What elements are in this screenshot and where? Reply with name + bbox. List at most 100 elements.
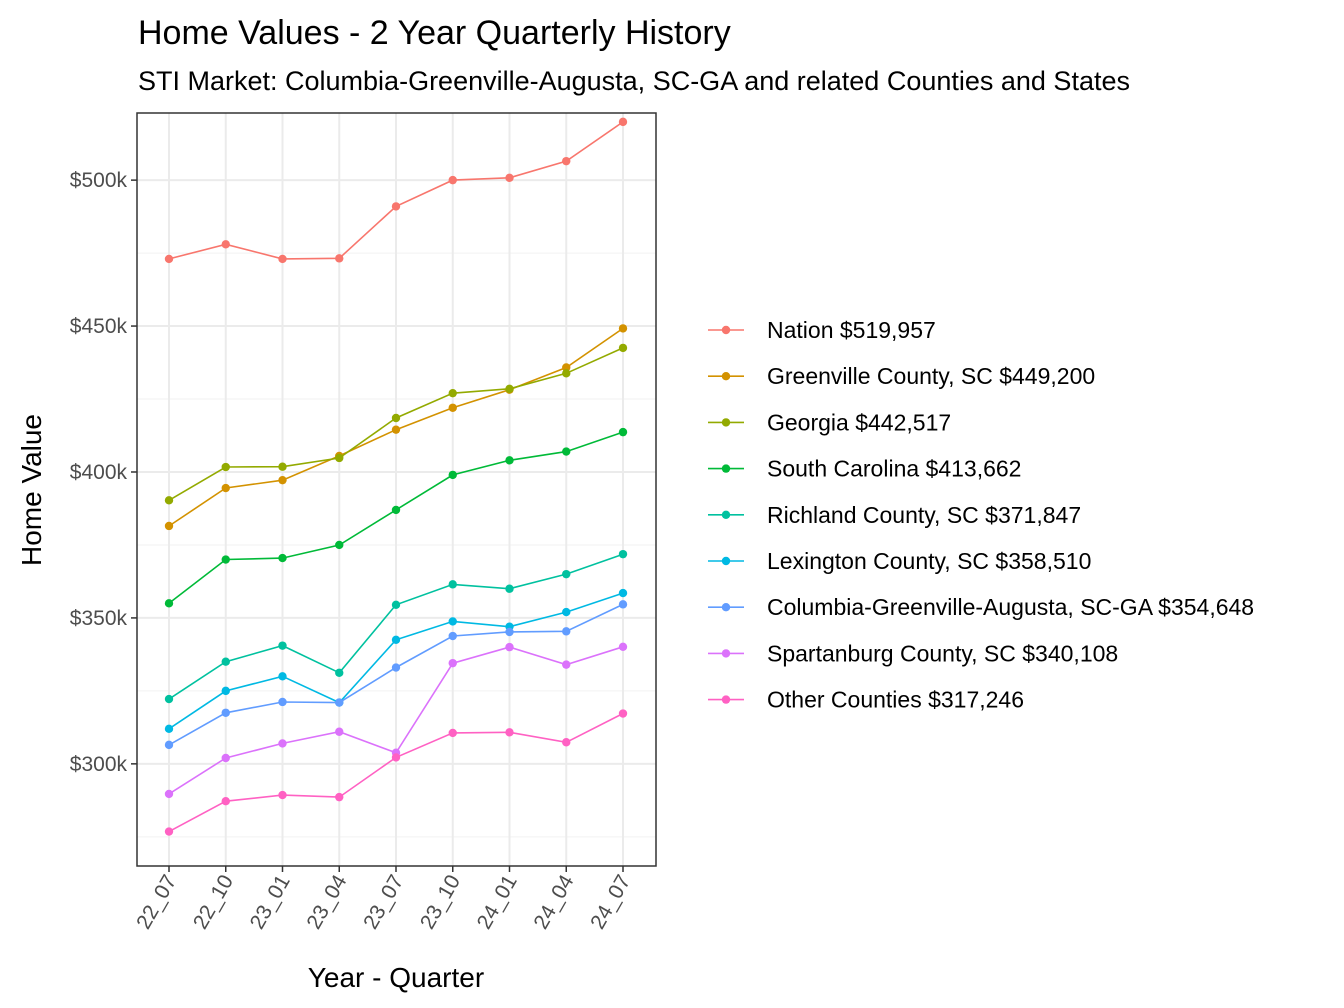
- data-point: [335, 540, 344, 550]
- data-point: [391, 635, 401, 645]
- data-point: [562, 607, 571, 617]
- series-columbia-greenville-augusta-sc-ga: [164, 600, 628, 750]
- legend-key-point: [721, 464, 731, 473]
- series-richland-county-sc: [164, 549, 628, 704]
- data-point: [505, 627, 514, 637]
- y-tick-label: $400k: [70, 461, 128, 484]
- x-tick-label: 23_01: [246, 871, 295, 933]
- data-point: [618, 588, 628, 598]
- series-layer: [164, 117, 628, 836]
- data-point: [618, 343, 628, 353]
- data-point: [164, 599, 174, 608]
- data-point: [335, 254, 344, 263]
- legend-label: Georgia $442,517: [767, 409, 951, 435]
- legend-item: Columbia-Greenville-Augusta, SC-GA $354,…: [708, 594, 1254, 620]
- y-tick-label: $500k: [70, 169, 128, 192]
- legend-label: South Carolina $413,662: [767, 456, 1021, 482]
- data-point: [335, 792, 344, 802]
- data-point: [164, 789, 174, 799]
- x-tick-label: 23_10: [416, 871, 465, 933]
- series-other-counties: [164, 709, 628, 836]
- legend-key-point: [721, 556, 731, 566]
- data-point: [221, 708, 230, 717]
- data-point: [505, 456, 514, 465]
- data-point: [335, 727, 344, 736]
- data-point: [448, 470, 457, 480]
- data-point: [278, 462, 287, 471]
- legend: Nation $519,957 Greenville County, SC $44…: [708, 317, 1254, 713]
- legend-item: South Carolina $413,662: [708, 456, 1021, 482]
- data-point: [618, 600, 628, 609]
- series-south-carolina: [164, 427, 628, 608]
- data-point: [278, 254, 287, 264]
- data-point: [391, 413, 401, 423]
- legend-item: Spartanburg County, SC $340,108: [708, 640, 1118, 666]
- data-point: [618, 642, 628, 651]
- x-tick-label: 22_07: [132, 871, 181, 933]
- series-spartanburg-county-sc: [164, 642, 628, 799]
- data-point: [391, 425, 401, 434]
- legend-item: Greenville County, SC $449,200: [708, 363, 1095, 389]
- data-point: [391, 202, 401, 211]
- data-point: [221, 797, 230, 806]
- chart-subtitle: STI Market: Columbia-Greenville-Augusta,…: [138, 66, 1130, 96]
- data-point: [278, 641, 287, 650]
- x-tick-label: 23_07: [359, 871, 408, 933]
- data-point: [448, 388, 457, 398]
- legend-item: Nation $519,957: [708, 317, 936, 343]
- data-point: [278, 790, 287, 800]
- data-point: [335, 698, 344, 707]
- data-point: [221, 555, 230, 564]
- data-point: [448, 617, 457, 626]
- data-point: [278, 553, 287, 563]
- data-point: [448, 631, 457, 641]
- data-point: [278, 672, 287, 681]
- y-tick-label: $450k: [70, 315, 128, 338]
- data-point: [562, 447, 571, 456]
- series-nation: [164, 117, 628, 264]
- data-point: [618, 324, 628, 333]
- x-axis: 22_07 22_10 23_01 23_04 23_07 23_10 24_01 24_04…: [132, 866, 635, 933]
- data-point: [278, 739, 287, 748]
- data-point: [448, 580, 457, 589]
- data-point: [221, 686, 230, 696]
- legend-key-point: [721, 649, 731, 658]
- data-point: [164, 724, 174, 734]
- data-point: [618, 549, 628, 559]
- y-tick-label: $300k: [70, 753, 128, 776]
- data-point: [278, 475, 287, 485]
- legend-item: Other Counties $317,246: [708, 687, 1024, 713]
- data-point: [335, 668, 344, 677]
- data-point: [278, 697, 287, 707]
- data-point: [221, 240, 230, 249]
- data-point: [505, 642, 514, 652]
- data-point: [562, 363, 571, 372]
- legend-item: Lexington County, SC $358,510: [708, 548, 1091, 574]
- major-gridlines: [137, 113, 656, 866]
- chart-title: Home Values - 2 Year Quarterly History: [138, 14, 731, 52]
- data-point: [448, 658, 457, 668]
- data-point: [221, 753, 230, 763]
- data-point: [448, 403, 457, 412]
- data-point: [221, 462, 230, 472]
- data-point: [164, 496, 174, 505]
- legend-label: Lexington County, SC $358,510: [767, 548, 1091, 574]
- data-point: [164, 521, 174, 531]
- data-point: [164, 254, 174, 264]
- legend-key-point: [721, 325, 731, 335]
- data-point: [164, 740, 174, 750]
- series-georgia: [164, 343, 628, 505]
- data-point: [618, 427, 628, 437]
- data-point: [448, 175, 457, 185]
- y-tick-label: $350k: [70, 607, 128, 630]
- legend-item: Georgia $442,517: [708, 409, 951, 435]
- x-tick-label: 24_01: [473, 871, 522, 933]
- data-point: [448, 728, 457, 738]
- legend-label: Nation $519,957: [767, 317, 936, 343]
- data-point: [221, 657, 230, 666]
- data-point: [562, 627, 571, 636]
- data-point: [221, 483, 230, 493]
- data-point: [335, 453, 344, 463]
- data-point: [505, 728, 514, 737]
- legend-label: Spartanburg County, SC $340,108: [767, 640, 1118, 666]
